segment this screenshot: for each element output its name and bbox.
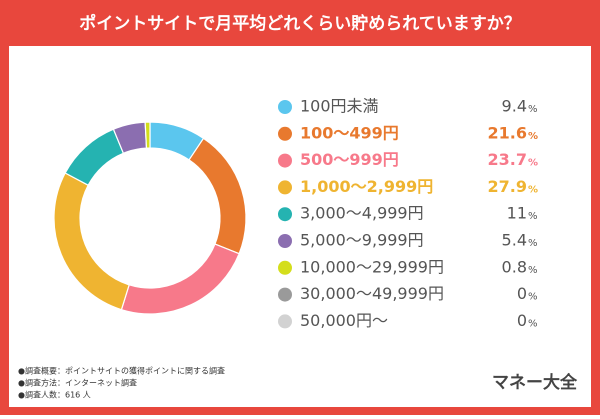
legend-label: 100円未満 [300, 97, 379, 116]
note: ●調査人数：616 人 [18, 390, 91, 400]
value-label: 21.6 [488, 123, 527, 142]
legend-swatch [278, 100, 292, 114]
legend-label: 5,000～9,999円 [300, 231, 424, 250]
value-unit: % [528, 211, 538, 222]
value-unit: % [528, 238, 538, 249]
value-label: 23.7 [488, 150, 527, 169]
legend-label: 3,000～4,999円 [300, 204, 424, 223]
legend-swatch [278, 153, 292, 168]
value-label: 0 [517, 311, 527, 330]
value-label: 9.4 [502, 97, 527, 116]
value-unit: % [528, 158, 538, 169]
value-label: 0.8 [502, 257, 527, 276]
donut-slice [144, 121, 151, 149]
legend-swatch [278, 207, 292, 222]
value-label: 5.4 [502, 231, 527, 250]
value-unit: % [528, 184, 538, 195]
value-label: 27.9 [488, 177, 527, 196]
legend-label: 30,000～49,999円 [300, 284, 444, 303]
note: ●調査方法：インターネット調査 [18, 378, 137, 388]
legend-swatch [278, 180, 292, 195]
legend-label: 500～999円 [300, 150, 399, 169]
legend-swatch [278, 287, 292, 302]
legend-swatch [278, 126, 292, 141]
value-unit: % [528, 131, 538, 142]
value-unit: % [528, 318, 538, 329]
value-label: 11 [507, 204, 527, 223]
legend-label: 1,000～2,999円 [300, 177, 433, 196]
legend-swatch [278, 314, 292, 329]
panel [9, 46, 591, 407]
legend-label: 10,000～29,999円 [300, 257, 444, 276]
chart-title: ポイントサイトで月平均どれくらい貯められていますか？ [79, 13, 521, 34]
value-unit: % [528, 292, 538, 303]
legend-swatch [278, 260, 292, 275]
note: ●調査概要：ポイントサイトの獲得ポイントに関する調査 [18, 366, 225, 376]
value-label: 0 [517, 284, 527, 303]
legend-swatch [278, 234, 292, 248]
brand: マネー大全 [492, 372, 578, 393]
legend-label: 100～499円 [300, 123, 399, 142]
legend-label: 50,000円～ [300, 311, 388, 330]
value-unit: % [528, 265, 538, 276]
value-unit: % [528, 104, 538, 115]
